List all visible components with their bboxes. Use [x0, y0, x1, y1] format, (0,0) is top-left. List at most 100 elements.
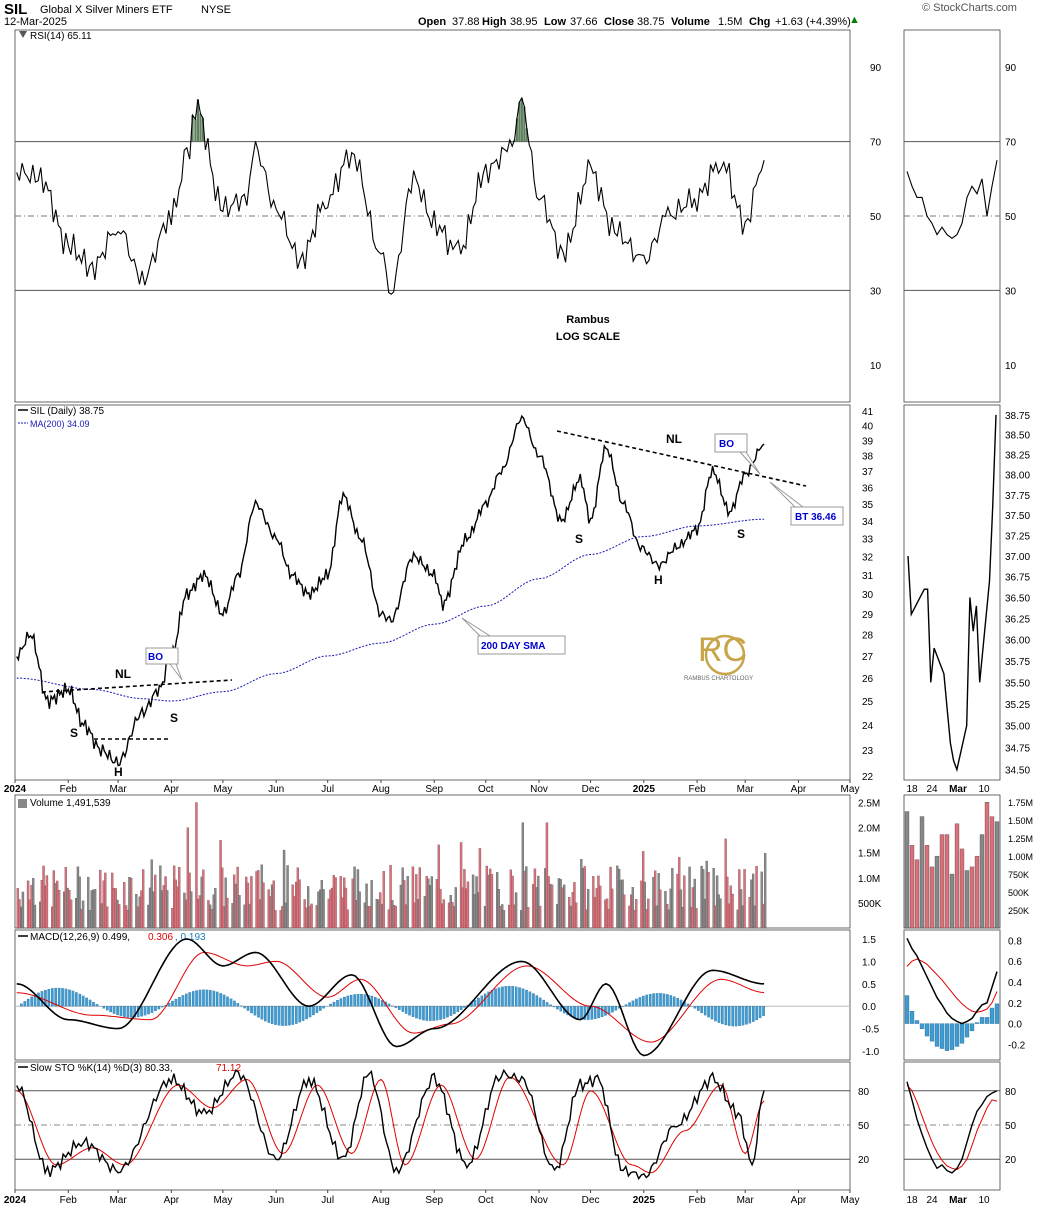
volume-inset-bar — [919, 816, 925, 929]
macd-histogram-bar — [449, 1006, 453, 1016]
volume-bar — [454, 887, 457, 929]
macd-histogram-bar — [277, 1006, 281, 1026]
macd-histogram-bar — [628, 1002, 631, 1007]
stochastic-x-tick-label: Aug — [372, 1195, 390, 1206]
macd-histogram-bar — [171, 1000, 174, 1007]
macd-histogram-bar — [703, 1006, 707, 1016]
macd-histogram-bar — [198, 989, 202, 1007]
price-tick-label: 39 — [862, 436, 874, 447]
macd-histogram-bar — [54, 987, 58, 1007]
volume-inset-tick-label: 750K — [1008, 870, 1029, 880]
volume-bar — [751, 873, 755, 929]
macd-histogram-bar — [143, 1006, 147, 1016]
volume-bar — [257, 870, 260, 929]
stochastic-inset-x-tick-label: 24 — [926, 1195, 938, 1206]
volume-bar — [389, 865, 392, 929]
stochastic-x-tick-label: Jul — [321, 1195, 334, 1206]
macd-histogram-bar — [264, 1006, 267, 1022]
volume-bar — [537, 875, 540, 929]
macd-histogram-bar — [295, 1006, 298, 1024]
head-label-2: H — [654, 573, 663, 587]
macd-histogram-bar — [398, 1006, 401, 1010]
volume-bar — [586, 889, 590, 929]
volume-inset-bar — [959, 848, 965, 929]
price-tick-label: 25 — [862, 697, 874, 708]
macd-histogram-bar — [105, 1006, 109, 1011]
macd-histogram-bar — [638, 997, 642, 1007]
macd-histogram-bar — [116, 1006, 119, 1016]
inset-price-tick-label: 35.00 — [1005, 722, 1030, 733]
stochastic-inset-x-tick-label: 10 — [978, 1195, 990, 1206]
macd-main-frame — [14, 929, 851, 1061]
macd-histogram-bar — [185, 993, 188, 1007]
macd-inset-hist-bar — [964, 1023, 970, 1038]
macd-histogram-bar — [291, 1006, 295, 1025]
macd-histogram-bar — [88, 999, 92, 1007]
volume-bar — [743, 869, 746, 929]
inset-x-tick-label: 10 — [978, 784, 990, 795]
macd-histogram-bar — [418, 1006, 422, 1020]
volume-inset-bar — [974, 855, 980, 929]
macd-histogram-bar — [47, 988, 51, 1007]
stochastic-inset-tick-label: 20 — [1005, 1155, 1017, 1166]
macd-histogram-bar — [257, 1006, 260, 1018]
volume-bar — [221, 867, 224, 929]
macd-inset-tick-label: -0.2 — [1008, 1040, 1026, 1051]
volume-bar — [611, 888, 614, 929]
macd-histogram-bar — [329, 1003, 332, 1007]
macd-inset-hist-bar — [989, 1007, 995, 1024]
macd-histogram-bar — [614, 1006, 618, 1011]
stochastic-d-line — [16, 1076, 765, 1174]
macd-histogram-bar — [607, 1006, 611, 1015]
macd-histogram-bar — [61, 988, 64, 1007]
macd-histogram-bar — [494, 988, 497, 1007]
macd-inset-hist-bar — [959, 1023, 965, 1044]
volume-bar — [346, 909, 349, 929]
macd-inset-frame — [903, 929, 1001, 1061]
macd-histogram-bar — [597, 1006, 600, 1019]
macd-histogram-bar — [720, 1006, 724, 1025]
macd-inset-tick-label: 0.4 — [1008, 978, 1022, 989]
macd-histogram-bar — [611, 1006, 614, 1013]
macd-histogram-bar — [339, 998, 343, 1007]
macd-histogram-bar — [356, 993, 360, 1007]
price-tick-label: 33 — [862, 534, 874, 545]
macd-histogram-bar — [20, 1003, 23, 1007]
macd-signal-value: 0.306 — [148, 932, 173, 943]
rsi-title: RSI(14) 65.11 — [30, 31, 92, 42]
macd-histogram-bar — [751, 1006, 755, 1022]
macd-histogram-bar — [205, 989, 209, 1007]
macd-histogram-bar — [710, 1006, 714, 1020]
macd-tick-label: -1.0 — [862, 1047, 880, 1058]
neckline-left — [41, 679, 233, 693]
macd-histogram-bar — [188, 992, 192, 1007]
macd-histogram-bar — [439, 1006, 442, 1020]
inset-price-tick-label: 37.25 — [1005, 531, 1030, 542]
volume-inset-bar — [904, 811, 910, 929]
volume-bar — [755, 865, 758, 929]
macd-histogram-bar — [432, 1006, 436, 1021]
macd-histogram-bar — [174, 998, 178, 1007]
macd-inset-hist-bar — [939, 1023, 945, 1049]
macd-histogram-bar — [226, 996, 229, 1007]
volume-bar — [702, 869, 705, 929]
volume-bar — [178, 866, 181, 929]
log-scale-label: LOG SCALE — [556, 331, 620, 343]
macd-inset-signal-line — [906, 958, 998, 1013]
rsi-tick-label: 90 — [870, 63, 882, 74]
macd-histogram-bar — [724, 1006, 728, 1026]
inset-price-tick-label: 37.50 — [1005, 511, 1030, 522]
macd-histogram-bar — [377, 998, 381, 1007]
bt-pointer — [769, 481, 805, 508]
macd-histogram-bar — [229, 998, 233, 1007]
volume-bar — [322, 889, 325, 929]
macd-inset-line — [906, 937, 998, 1025]
macd-histogram-bar — [123, 1006, 126, 1017]
price-tick-label: 30 — [862, 590, 874, 601]
stochastic-inset-tick-label: 50 — [1005, 1121, 1017, 1132]
macd-histogram-bar — [473, 1000, 477, 1007]
macd-histogram-bar — [315, 1006, 319, 1013]
volume-inset-bar — [914, 859, 920, 929]
macd-histogram-bar — [404, 1006, 408, 1014]
macd-inset-hist-bar — [974, 1022, 980, 1024]
